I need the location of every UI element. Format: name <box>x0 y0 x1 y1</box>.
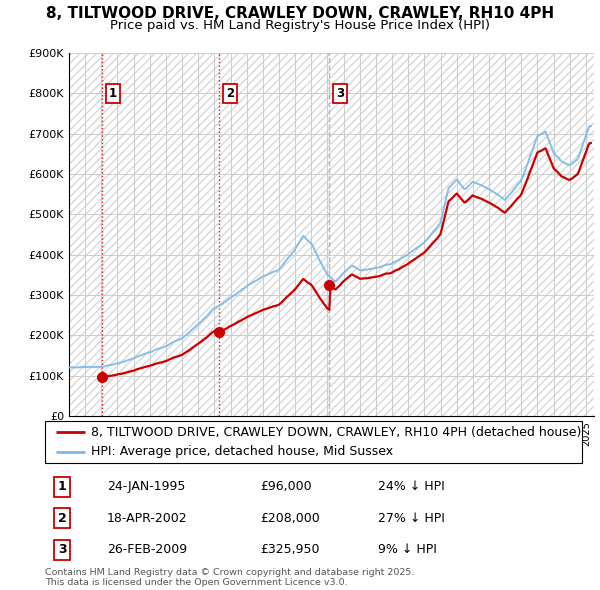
Text: 8, TILTWOOD DRIVE, CRAWLEY DOWN, CRAWLEY, RH10 4PH: 8, TILTWOOD DRIVE, CRAWLEY DOWN, CRAWLEY… <box>46 6 554 21</box>
Text: Price paid vs. HM Land Registry's House Price Index (HPI): Price paid vs. HM Land Registry's House … <box>110 19 490 32</box>
Text: 2: 2 <box>226 87 234 100</box>
Text: 3: 3 <box>58 543 67 556</box>
Text: 1: 1 <box>58 480 67 493</box>
Text: 27% ↓ HPI: 27% ↓ HPI <box>378 512 445 525</box>
Text: 1: 1 <box>109 87 117 100</box>
Text: 26-FEB-2009: 26-FEB-2009 <box>107 543 187 556</box>
Text: £96,000: £96,000 <box>260 480 311 493</box>
Text: 9% ↓ HPI: 9% ↓ HPI <box>378 543 437 556</box>
Text: 24% ↓ HPI: 24% ↓ HPI <box>378 480 445 493</box>
Text: 8, TILTWOOD DRIVE, CRAWLEY DOWN, CRAWLEY, RH10 4PH (detached house): 8, TILTWOOD DRIVE, CRAWLEY DOWN, CRAWLEY… <box>91 425 581 438</box>
Text: 3: 3 <box>336 87 344 100</box>
FancyBboxPatch shape <box>45 421 582 463</box>
Text: £325,950: £325,950 <box>260 543 319 556</box>
Text: 2: 2 <box>58 512 67 525</box>
Text: HPI: Average price, detached house, Mid Sussex: HPI: Average price, detached house, Mid … <box>91 445 393 458</box>
Text: 18-APR-2002: 18-APR-2002 <box>107 512 187 525</box>
Text: £208,000: £208,000 <box>260 512 320 525</box>
Text: 24-JAN-1995: 24-JAN-1995 <box>107 480 185 493</box>
Text: Contains HM Land Registry data © Crown copyright and database right 2025.
This d: Contains HM Land Registry data © Crown c… <box>45 568 415 587</box>
